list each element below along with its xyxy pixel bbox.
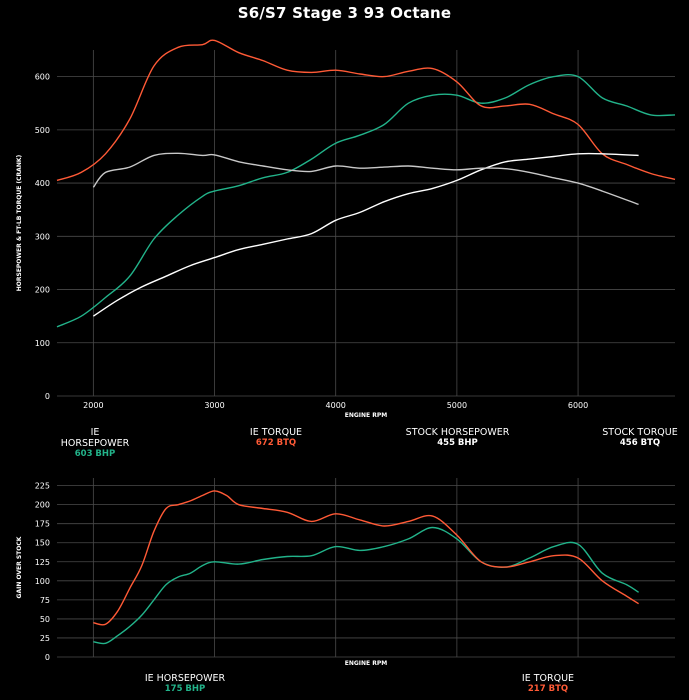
legend-label: IE HORSEPOWER [144,673,226,684]
legend-label: IE TORQUE [521,673,575,684]
y-tick-label: 75 [40,596,50,605]
legend-label: STOCK HORSEPOWER [405,427,510,438]
legend-stock-horsepower: STOCK HORSEPOWER 455 BHP [400,427,515,449]
y-axis-label: HORSEPOWER & FT-LB TORQUE (CRANK) [16,155,23,292]
series-line-ie-torque [93,490,639,626]
legend-label: IE TORQUE [249,427,303,438]
legend-ie-torque: IE TORQUE 672 BTQ [236,427,316,449]
y-tick-label: 225 [35,482,50,491]
x-tick-label: 3000 [204,401,224,410]
legend-value: 455 BHP [437,438,478,448]
y-tick-label: 25 [40,634,50,643]
series-line-ie-horsepower [93,526,639,645]
y-tick-label: 500 [35,126,50,135]
legend-ie-horsepower: IE HORSEPOWER 603 BHP [55,427,135,460]
y-tick-label: 100 [35,577,50,586]
chart-title: S6/S7 Stage 3 93 Octane [237,4,452,22]
y-tick-label: 0 [45,392,50,401]
y-tick-label: 175 [35,520,50,529]
legend-stock-torque: STOCK TORQUE 456 BTQ [595,427,685,449]
y-tick-label: 0 [45,653,50,662]
y-tick-label: 150 [35,539,50,548]
series-line-stock-torque [92,152,639,206]
legend-value: 603 BHP [74,449,116,459]
x-axis-label: ENGINE RPM [345,660,388,667]
legend-value: 456 BTQ [619,438,661,448]
x-tick-label: 6000 [568,401,588,410]
x-tick-label: 4000 [326,401,346,410]
y-tick-label: 125 [35,558,50,567]
legend-value: 175 BHP [164,684,206,694]
y-tick-label: 200 [35,286,50,295]
x-tick-label: 2000 [83,401,103,410]
y-axis-label: GAIN OVER STOCK [16,536,23,598]
y-tick-label: 100 [35,339,50,348]
legend-value: 217 BTQ [527,684,569,694]
y-tick-label: 400 [35,179,50,188]
x-tick-label: 5000 [447,401,467,410]
legend-label: IE HORSEPOWER [60,427,130,449]
y-tick-label: 600 [35,73,50,82]
y-tick-label: 200 [35,501,50,510]
legend-gain-ie-torque: IE TORQUE 217 BTQ [508,673,588,695]
series-line-ie-horsepower [56,74,676,328]
x-axis-label: ENGINE RPM [345,412,388,419]
series-line-stock-horsepower [93,152,639,317]
legend-label: STOCK TORQUE [602,427,678,438]
y-tick-label: 300 [35,232,50,241]
legend-gain-ie-horsepower: IE HORSEPOWER 175 BHP [130,673,240,695]
legend-value: 672 BTQ [255,438,297,448]
y-tick-label: 50 [40,615,50,624]
series-line-ie-torque [56,39,676,182]
